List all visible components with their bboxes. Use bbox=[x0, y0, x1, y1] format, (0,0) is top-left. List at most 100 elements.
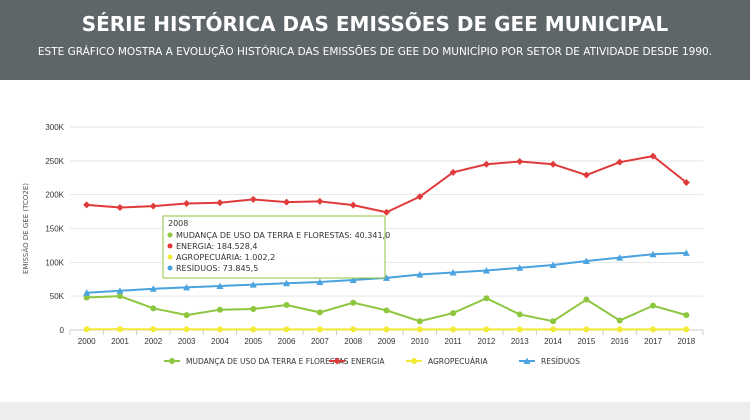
data-point bbox=[183, 199, 191, 207]
x-tick-label: 2010 bbox=[411, 337, 429, 346]
x-tick-label: 2015 bbox=[577, 337, 595, 346]
data-point bbox=[516, 311, 523, 318]
data-point bbox=[483, 326, 490, 333]
data-point bbox=[683, 326, 690, 333]
data-point bbox=[249, 195, 257, 203]
x-tick-label: 2017 bbox=[644, 337, 662, 346]
legend-item[interactable]: AGROPECUÁRIA bbox=[406, 357, 488, 366]
data-point bbox=[116, 287, 124, 294]
data-point bbox=[183, 326, 190, 333]
legend-marker bbox=[411, 358, 417, 364]
data-point bbox=[216, 306, 223, 313]
data-point bbox=[149, 202, 157, 210]
data-point bbox=[249, 281, 257, 288]
data-point bbox=[649, 152, 657, 160]
data-point bbox=[216, 282, 224, 290]
tooltip-bullet bbox=[167, 265, 173, 271]
tooltip-row: AGROPECUÁRIA: 1.002,2 bbox=[176, 251, 275, 262]
y-tick-label: 200K bbox=[45, 191, 64, 200]
data-point bbox=[350, 326, 357, 333]
y-axis: 0 50K 100K 150K 200K 250K 300K bbox=[45, 123, 64, 335]
data-point bbox=[149, 285, 157, 292]
y-tick-label: 0 bbox=[60, 326, 65, 335]
series-group bbox=[83, 293, 690, 325]
chart-tooltip: 2008 MUDANÇA DE USO DA TERRA E FLORESTAS:… bbox=[162, 215, 390, 279]
data-point bbox=[516, 264, 524, 271]
data-point bbox=[283, 198, 291, 206]
data-point bbox=[83, 294, 90, 301]
chart-legend: MUDANÇA DE USO DA TERRA E FLORESTAS ENERG… bbox=[164, 357, 580, 366]
data-point bbox=[616, 317, 623, 324]
data-point bbox=[316, 309, 323, 316]
data-point bbox=[549, 160, 557, 168]
data-point bbox=[649, 250, 657, 258]
tooltip-row: RESÍDUOS: 73.845,5 bbox=[176, 262, 258, 273]
data-point bbox=[250, 306, 257, 313]
x-tick-label: 2013 bbox=[511, 337, 529, 346]
data-point bbox=[283, 326, 290, 333]
data-point bbox=[450, 326, 457, 333]
tooltip-box bbox=[162, 215, 386, 279]
x-tick-label: 2006 bbox=[278, 337, 296, 346]
y-tick-label: 150K bbox=[45, 225, 64, 234]
data-point bbox=[616, 158, 624, 166]
page-subtitle: ESTE GRÁFICO MOSTRA A EVOLUÇÃO HISTÓRICA… bbox=[37, 46, 713, 58]
data-point bbox=[583, 296, 590, 303]
data-point bbox=[583, 326, 590, 333]
tooltip-bullet bbox=[167, 243, 173, 249]
data-point bbox=[150, 305, 157, 312]
legend-marker bbox=[523, 357, 531, 364]
data-point bbox=[416, 326, 423, 333]
data-point bbox=[83, 326, 90, 333]
tooltip-title: 2008 bbox=[168, 219, 188, 228]
data-point bbox=[116, 204, 124, 212]
tooltip-row: MUDANÇA DE USO DA TERRA E FLORESTAS: 40.… bbox=[176, 231, 390, 240]
x-tick-label: 2007 bbox=[311, 337, 329, 346]
data-point bbox=[516, 326, 523, 333]
x-tick-label: 2000 bbox=[78, 337, 96, 346]
legend-item[interactable]: MUDANÇA DE USO DA TERRA E FLORESTAS bbox=[164, 357, 349, 366]
series-group bbox=[83, 152, 690, 216]
data-point bbox=[350, 299, 357, 306]
legend-label: MUDANÇA DE USO DA TERRA E FLORESTAS bbox=[186, 357, 349, 366]
x-tick-label: 2002 bbox=[144, 337, 162, 346]
legend-item[interactable]: ENERGIA bbox=[329, 357, 385, 366]
legend-item[interactable]: RESÍDUOS bbox=[519, 357, 580, 366]
page-title: SÉRIE HISTÓRICA DAS EMISSÕES DE GEE MUNI… bbox=[81, 12, 669, 36]
data-point bbox=[250, 326, 257, 333]
data-point bbox=[416, 193, 424, 201]
legend-marker bbox=[169, 358, 175, 364]
data-point bbox=[183, 283, 191, 291]
y-tick-label: 100K bbox=[45, 258, 64, 267]
data-point bbox=[216, 199, 224, 207]
x-tick-label: 2009 bbox=[378, 337, 396, 346]
y-tick-label: 250K bbox=[45, 157, 64, 166]
x-tick-label: 2018 bbox=[677, 337, 695, 346]
x-tick-label: 2008 bbox=[344, 337, 362, 346]
data-point bbox=[283, 279, 291, 287]
emissions-line-chart: 0 50K 100K 150K 200K 250K 300K EMISSÃO DE GEE … bbox=[21, 123, 704, 366]
series-line bbox=[86, 155, 687, 214]
data-point bbox=[582, 171, 590, 179]
page-header: SÉRIE HISTÓRICA DAS EMISSÕES DE GEE MUNI… bbox=[0, 0, 750, 80]
data-point bbox=[450, 310, 457, 317]
data-point bbox=[582, 257, 590, 264]
data-point bbox=[449, 168, 457, 176]
data-point bbox=[83, 201, 91, 209]
data-point bbox=[349, 201, 357, 209]
data-point bbox=[349, 276, 357, 284]
data-point bbox=[449, 268, 457, 276]
x-tick-label: 2011 bbox=[445, 337, 463, 346]
legend-label: RESÍDUOS bbox=[541, 357, 580, 366]
x-tick-label: 2012 bbox=[478, 337, 496, 346]
legend-label: ENERGIA bbox=[351, 357, 385, 366]
x-tick-label: 2005 bbox=[244, 337, 262, 346]
y-tick-label: 300K bbox=[45, 123, 64, 132]
data-point bbox=[283, 301, 290, 308]
data-point bbox=[482, 266, 490, 274]
data-point bbox=[383, 208, 390, 216]
data-point bbox=[682, 178, 690, 186]
data-point bbox=[616, 254, 624, 261]
x-tick-label: 2014 bbox=[544, 337, 562, 346]
data-point bbox=[650, 326, 657, 333]
